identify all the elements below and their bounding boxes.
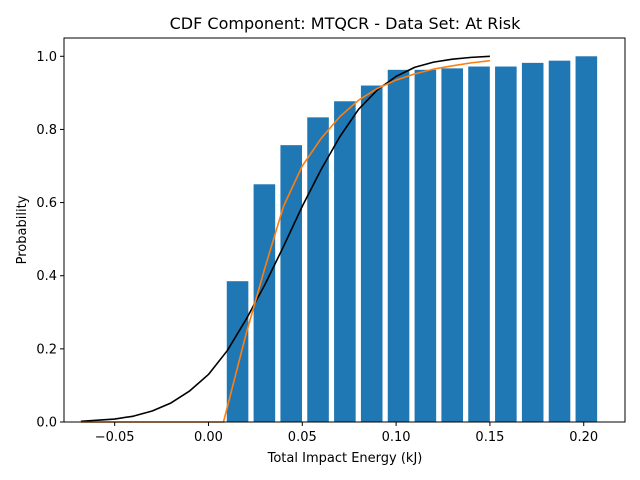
bar: [334, 101, 356, 423]
chart-title: CDF Component: MTQCR - Data Set: At Risk: [170, 14, 522, 33]
y-axis-ticks: 0.0 0.2 0.4 0.6 0.8 1.0: [36, 50, 64, 431]
y-tick-label: 0.6: [36, 196, 57, 211]
bar: [468, 66, 490, 422]
y-axis-label: Probability: [15, 195, 30, 264]
y-tick-label: 1.0: [36, 50, 57, 65]
x-tick-label: 0.15: [475, 430, 504, 445]
bar: [441, 68, 463, 422]
plot-area: [80, 55, 598, 423]
y-tick-label: 0.8: [36, 123, 57, 138]
x-tick-label: 0.05: [288, 430, 317, 445]
y-tick-label: 0.4: [36, 269, 57, 284]
x-axis-label: Total Impact Energy (kJ): [267, 451, 423, 466]
x-axis-ticks: −0.05 0.00 0.05 0.10 0.15 0.20: [95, 422, 598, 445]
bar: [521, 62, 544, 423]
y-tick-label: 0.2: [36, 342, 57, 357]
bar: [280, 145, 303, 422]
bar: [226, 281, 249, 422]
bar: [575, 56, 598, 422]
bar: [360, 85, 383, 422]
x-tick-label: −0.05: [95, 430, 135, 445]
bar: [307, 117, 329, 423]
bar: [253, 184, 276, 422]
series-line: [80, 59, 491, 423]
axes-frame: [63, 37, 626, 423]
x-tick-label: 0.20: [569, 430, 598, 445]
bar: [495, 66, 517, 422]
bar: [548, 60, 571, 423]
y-tick-label: 0.0: [36, 416, 57, 431]
bar: [387, 69, 410, 422]
bar: [414, 69, 437, 422]
x-tick-label: 0.10: [382, 430, 411, 445]
x-tick-label: 0.00: [194, 430, 223, 445]
series-line: [80, 55, 490, 423]
